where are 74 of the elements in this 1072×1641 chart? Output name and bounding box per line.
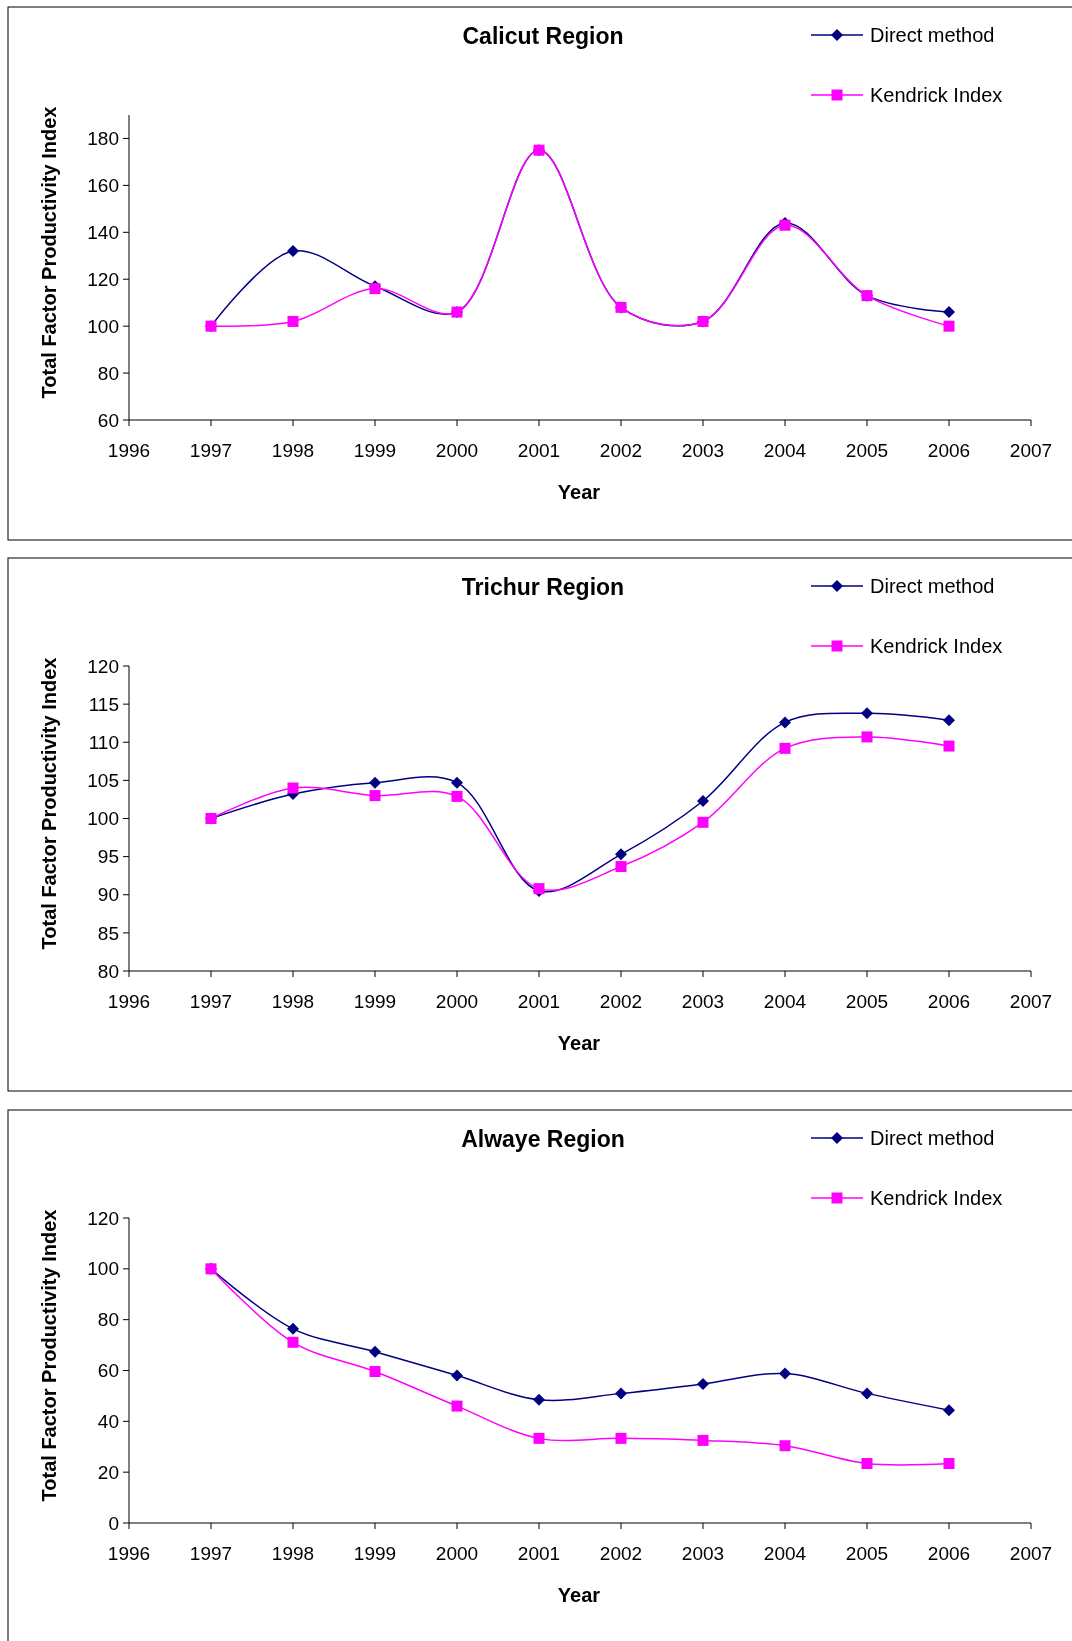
- y-tick-label: 115: [88, 693, 119, 715]
- y-tick-label: 80: [97, 1309, 119, 1331]
- x-tick-label: 1996: [107, 991, 151, 1012]
- y-axis-title: Total Factor Productivity Index: [38, 106, 60, 399]
- y-tick-label: 120: [87, 268, 119, 290]
- x-tick-label: 2006: [927, 991, 971, 1012]
- y-tick-label: 180: [87, 128, 119, 150]
- x-tick-label: 2000: [435, 991, 479, 1012]
- y-tick-label: 85: [97, 922, 119, 944]
- y-tick-label: 100: [87, 315, 119, 337]
- x-tick-label: 2003: [681, 991, 725, 1012]
- x-tick-label: 2006: [927, 1543, 971, 1564]
- y-tick-label: 110: [88, 731, 119, 753]
- x-tick-label: 2004: [763, 991, 807, 1012]
- x-axis-title: Year: [557, 1584, 601, 1606]
- x-tick-label: 2005: [845, 991, 889, 1012]
- x-tick-label: 2000: [435, 1543, 479, 1564]
- x-tick-label: 1997: [189, 1543, 233, 1564]
- legend-label: Kendrick Index: [870, 1187, 1003, 1209]
- x-tick-label: 2001: [517, 1543, 561, 1564]
- legend-label: Kendrick Index: [870, 635, 1003, 657]
- x-tick-label: 1999: [353, 440, 397, 461]
- y-tick-label: 95: [97, 846, 119, 868]
- y-axis-title: Total Factor Productivity Index: [38, 657, 60, 950]
- y-tick-label: 80: [97, 362, 119, 384]
- y-tick-label: 60: [97, 409, 119, 431]
- y-tick-label: 40: [97, 1410, 119, 1432]
- y-tick-label: 90: [97, 884, 119, 906]
- legend-label: Kendrick Index: [870, 84, 1003, 106]
- x-tick-label: 1996: [107, 440, 151, 461]
- y-tick-label: 160: [87, 175, 119, 197]
- x-tick-label: 2006: [927, 440, 971, 461]
- y-tick-label: 80: [97, 960, 119, 982]
- y-tick-label: 60: [97, 1360, 119, 1382]
- x-tick-label: 2005: [845, 1543, 889, 1564]
- x-tick-label: 2002: [599, 1543, 643, 1564]
- x-tick-label: 2004: [763, 1543, 807, 1564]
- x-tick-label: 1998: [271, 991, 315, 1012]
- y-tick-label: 140: [87, 221, 119, 243]
- x-tick-label: 1999: [353, 1543, 397, 1564]
- x-tick-label: 2002: [599, 991, 643, 1012]
- chart-title: Trichur Region: [461, 574, 625, 600]
- x-tick-label: 1996: [107, 1543, 151, 1564]
- y-tick-label: 100: [87, 1258, 119, 1280]
- x-tick-label: 1997: [189, 440, 233, 461]
- x-tick-label: 1998: [271, 1543, 315, 1564]
- legend-label: Direct method: [870, 24, 995, 46]
- x-tick-label: 2001: [517, 991, 561, 1012]
- legend-label: Direct method: [870, 1127, 995, 1149]
- y-tick-label: 100: [87, 808, 119, 830]
- x-tick-label: 2004: [763, 440, 807, 461]
- y-tick-label: 105: [87, 770, 119, 792]
- x-tick-label: 2003: [681, 1543, 725, 1564]
- y-tick-label: 120: [87, 655, 119, 677]
- x-tick-label: 2005: [845, 440, 889, 461]
- x-tick-label: 2003: [681, 440, 725, 461]
- x-axis-title: Year: [557, 481, 601, 503]
- x-tick-label: 1997: [189, 991, 233, 1012]
- y-axis-title: Total Factor Productivity Index: [38, 1209, 60, 1502]
- x-tick-label: 1999: [353, 991, 397, 1012]
- y-tick-label: 0: [108, 1512, 119, 1534]
- x-tick-label: 2002: [599, 440, 643, 461]
- x-tick-label: 2007: [1009, 440, 1053, 461]
- y-tick-label: 20: [97, 1461, 119, 1483]
- x-tick-label: 2000: [435, 440, 479, 461]
- y-tick-label: 120: [87, 1207, 119, 1229]
- chart-title: Calicut Region: [462, 23, 624, 49]
- x-tick-label: 1998: [271, 440, 315, 461]
- x-tick-label: 2007: [1009, 1543, 1053, 1564]
- legend-label: Direct method: [870, 575, 995, 597]
- chart-title: Alwaye Region: [461, 1126, 625, 1152]
- x-tick-label: 2001: [517, 440, 561, 461]
- x-axis-title: Year: [557, 1032, 601, 1054]
- x-tick-label: 2007: [1009, 991, 1053, 1012]
